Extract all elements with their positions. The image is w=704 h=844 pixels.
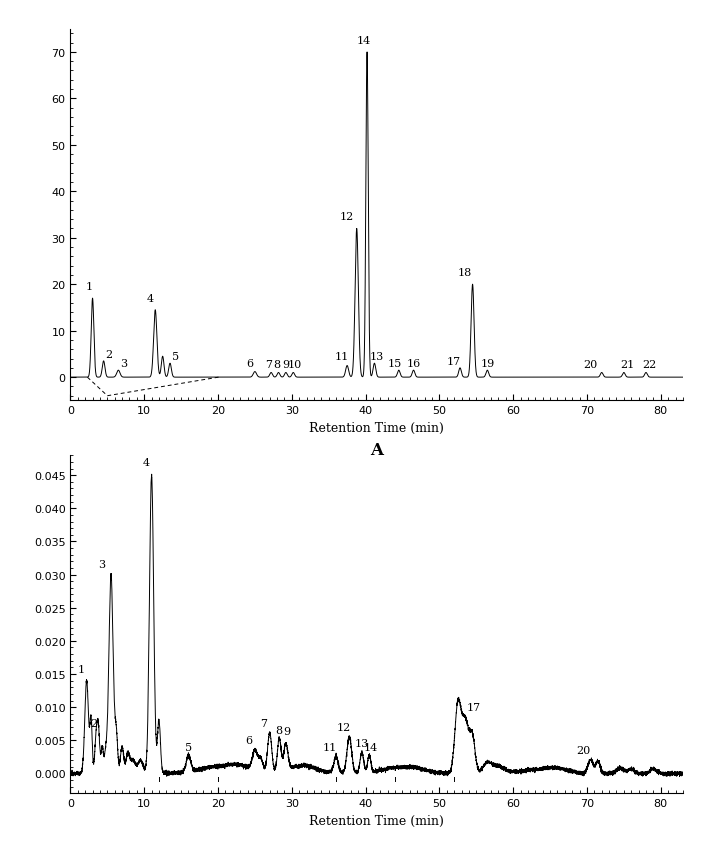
Text: 5: 5: [185, 742, 192, 752]
Text: 1: 1: [85, 282, 92, 292]
Text: 7: 7: [260, 718, 268, 728]
Text: 20: 20: [584, 360, 598, 370]
X-axis label: Retention Time (min): Retention Time (min): [309, 421, 444, 435]
Text: 2: 2: [90, 718, 98, 728]
Text: 17: 17: [467, 702, 481, 712]
Text: 19: 19: [480, 359, 494, 368]
Text: 20: 20: [576, 745, 591, 755]
Text: 13: 13: [355, 738, 369, 749]
Text: 6: 6: [246, 735, 253, 745]
Text: 18: 18: [458, 268, 472, 278]
Text: 11: 11: [335, 351, 349, 361]
Text: 6: 6: [246, 359, 253, 368]
Text: 2: 2: [105, 349, 113, 360]
Text: 17: 17: [447, 356, 461, 366]
Text: 4: 4: [143, 457, 150, 467]
Text: 13: 13: [370, 351, 384, 361]
Text: 21: 21: [620, 360, 635, 370]
X-axis label: Retention Time (min): Retention Time (min): [309, 814, 444, 827]
Text: 12: 12: [337, 722, 351, 732]
Text: 9: 9: [283, 727, 290, 737]
Text: 1: 1: [78, 664, 85, 674]
Text: 4: 4: [146, 294, 153, 303]
Text: 3: 3: [120, 359, 127, 368]
Text: 7: 7: [265, 360, 272, 370]
Text: 15: 15: [388, 359, 402, 368]
Text: 14: 14: [357, 35, 371, 46]
Text: 14: 14: [363, 742, 378, 752]
Text: 12: 12: [340, 212, 354, 222]
Text: 8: 8: [273, 360, 281, 370]
Text: B: B: [370, 842, 384, 844]
Text: 9: 9: [282, 360, 289, 370]
Text: 3: 3: [99, 560, 106, 570]
Text: 22: 22: [643, 360, 657, 370]
Text: 5: 5: [172, 351, 179, 361]
Text: 11: 11: [323, 742, 337, 752]
Text: A: A: [370, 441, 383, 459]
Text: 16: 16: [406, 359, 421, 368]
Text: 8: 8: [275, 725, 282, 735]
Text: 10: 10: [288, 360, 302, 370]
